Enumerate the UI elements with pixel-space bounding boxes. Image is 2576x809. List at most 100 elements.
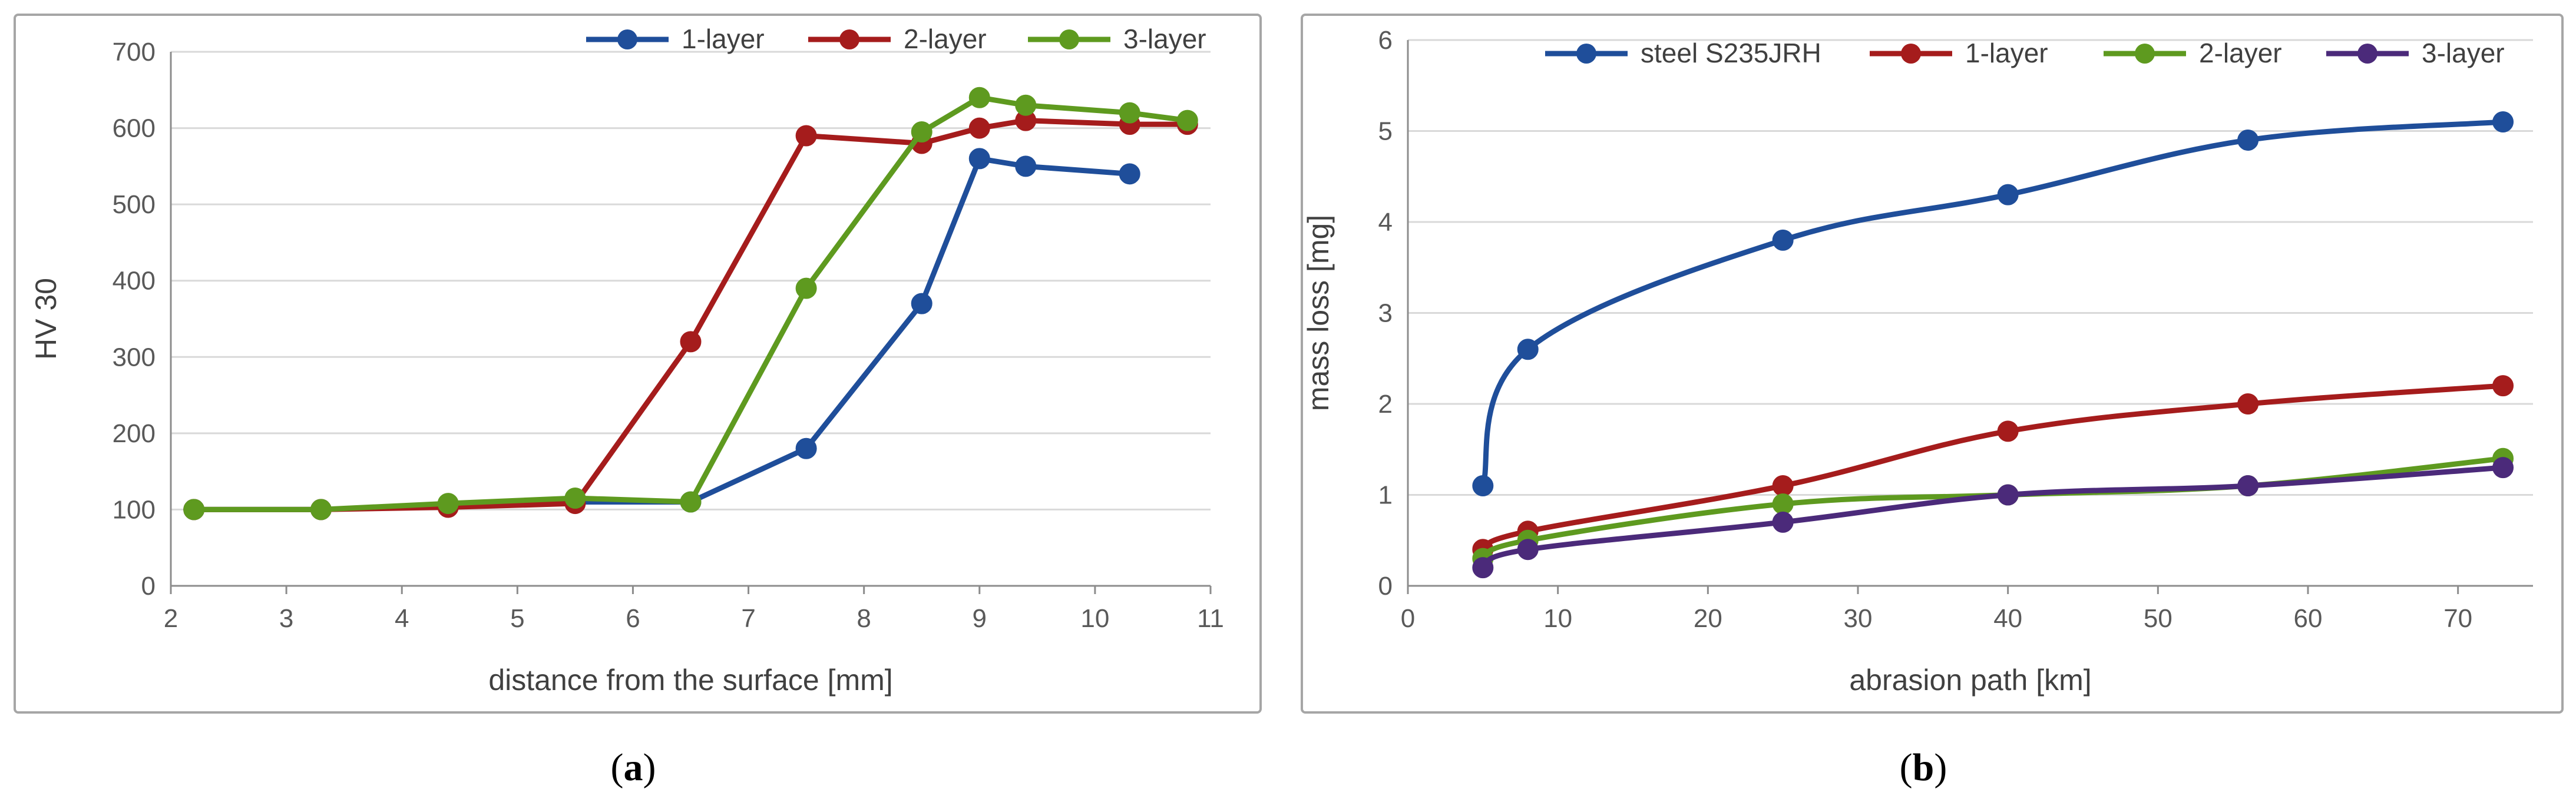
data-point (968, 148, 990, 170)
y-tick-label: 0 (141, 572, 156, 601)
legend-label: 2-layer (904, 24, 987, 54)
y-tick-label: 6 (1378, 26, 1393, 55)
data-point (795, 125, 817, 147)
legend-entry: 2-layer (808, 24, 987, 54)
y-tick-label: 200 (113, 419, 156, 448)
legend-entry: 1-layer (1870, 38, 2048, 68)
y-tick-label: 5 (1378, 117, 1393, 146)
legend-marker (1576, 44, 1596, 64)
x-tick-label: 10 (1543, 604, 1572, 633)
y-tick-label: 1 (1378, 481, 1393, 510)
data-point (183, 499, 205, 520)
data-point (2237, 475, 2259, 497)
y-tick-label: 3 (1378, 299, 1393, 328)
panel-label: (b) (1900, 746, 1947, 789)
data-point (1517, 339, 1539, 360)
x-tick-label: 5 (510, 604, 524, 633)
data-point (2237, 393, 2259, 415)
y-tick-label: 400 (113, 267, 156, 296)
data-point (1119, 102, 1140, 124)
legend-label: 3-layer (2422, 38, 2505, 68)
series-line (1480, 383, 2506, 552)
x-tick-label: 70 (2443, 604, 2472, 633)
x-tick-label: 7 (741, 604, 755, 633)
legend-label: 1-layer (1965, 38, 2048, 68)
x-tick-label: 11 (1197, 604, 1224, 633)
data-point (911, 121, 932, 143)
x-tick-label: 3 (279, 604, 293, 633)
data-point (310, 499, 332, 520)
data-point (1772, 475, 1794, 497)
y-tick-label: 0 (1378, 572, 1393, 601)
data-point (1517, 539, 1539, 561)
legend-label: 3-layer (1123, 24, 1206, 54)
data-point (1772, 493, 1794, 515)
data-point (795, 437, 817, 459)
data-point (911, 293, 932, 314)
data-point (1997, 420, 2019, 442)
x-tick-label: 9 (973, 604, 987, 633)
data-point (680, 331, 702, 353)
legend-label: 2-layer (2199, 38, 2282, 68)
data-point (1015, 155, 1037, 177)
x-tick-label: 2 (164, 604, 178, 633)
data-point (680, 491, 702, 513)
data-point (2492, 457, 2514, 479)
data-point (795, 277, 817, 299)
y-tick-label: 700 (113, 38, 156, 67)
chart-panel-a: 0 100 200 300 400 500 600 700 2 3 4 5 6 7 8 9 10 11 distan… (14, 14, 1262, 714)
legend-label: 1-layer (682, 24, 765, 54)
y-tick-label: 600 (113, 114, 156, 143)
legend-marker (1901, 44, 1921, 64)
y-tick-label: 4 (1378, 208, 1393, 237)
y-tick-label: 500 (113, 190, 156, 219)
legend-entry: 3-layer (1028, 24, 1206, 54)
legend-label: steel S235JRH (1641, 38, 1821, 68)
series-line (1480, 465, 2506, 571)
data-point (1015, 94, 1037, 116)
x-tick-label: 10 (1080, 604, 1109, 633)
y-tick-label: 100 (113, 495, 156, 524)
x-tick-label: 4 (395, 604, 409, 633)
chart-frame (14, 14, 1262, 714)
data-point (1772, 511, 1794, 533)
data-point (1997, 184, 2019, 205)
data-point (437, 493, 459, 515)
data-point (1119, 163, 1140, 185)
y-tick-label: 300 (113, 343, 156, 372)
legend-marker (2135, 44, 2155, 64)
y-axis-title: mass loss [mg] (1302, 215, 1335, 411)
x-tick-label: 50 (2144, 604, 2172, 633)
series-3-layer (183, 87, 1198, 520)
x-tick-label: 6 (626, 604, 640, 633)
legend-entry: 3-layer (2326, 38, 2505, 68)
series-3-layer (1472, 457, 2514, 579)
legend-entry: 1-layer (586, 24, 765, 54)
x-tick-label: 60 (2294, 604, 2323, 633)
data-point (968, 117, 990, 139)
data-point (564, 487, 586, 509)
x-tick-label: 40 (1993, 604, 2022, 633)
data-point (1772, 229, 1794, 251)
data-point (2237, 129, 2259, 151)
x-axis-title: distance from the surface [mm] (488, 664, 892, 697)
x-tick-label: 20 (1694, 604, 1722, 633)
legend-marker (2357, 44, 2377, 64)
x-tick-label: 0 (1401, 604, 1415, 633)
x-tick-label: 30 (1844, 604, 1873, 633)
legend-entry: 2-layer (2104, 38, 2282, 68)
x-axis-title: abrasion path [km] (1849, 664, 2091, 697)
data-point (2492, 111, 2514, 133)
x-tick-label: 8 (857, 604, 871, 633)
legend-entry: steel S235JRH (1545, 38, 1821, 68)
legend-marker (839, 29, 859, 49)
data-point (1176, 110, 1198, 131)
series-steel-s235jrh (1472, 111, 2514, 497)
legend-marker (617, 29, 637, 49)
y-axis-title: HV 30 (29, 278, 62, 360)
data-point (1997, 484, 2019, 506)
panel-label: (a) (611, 746, 656, 789)
data-point (2492, 375, 2514, 397)
